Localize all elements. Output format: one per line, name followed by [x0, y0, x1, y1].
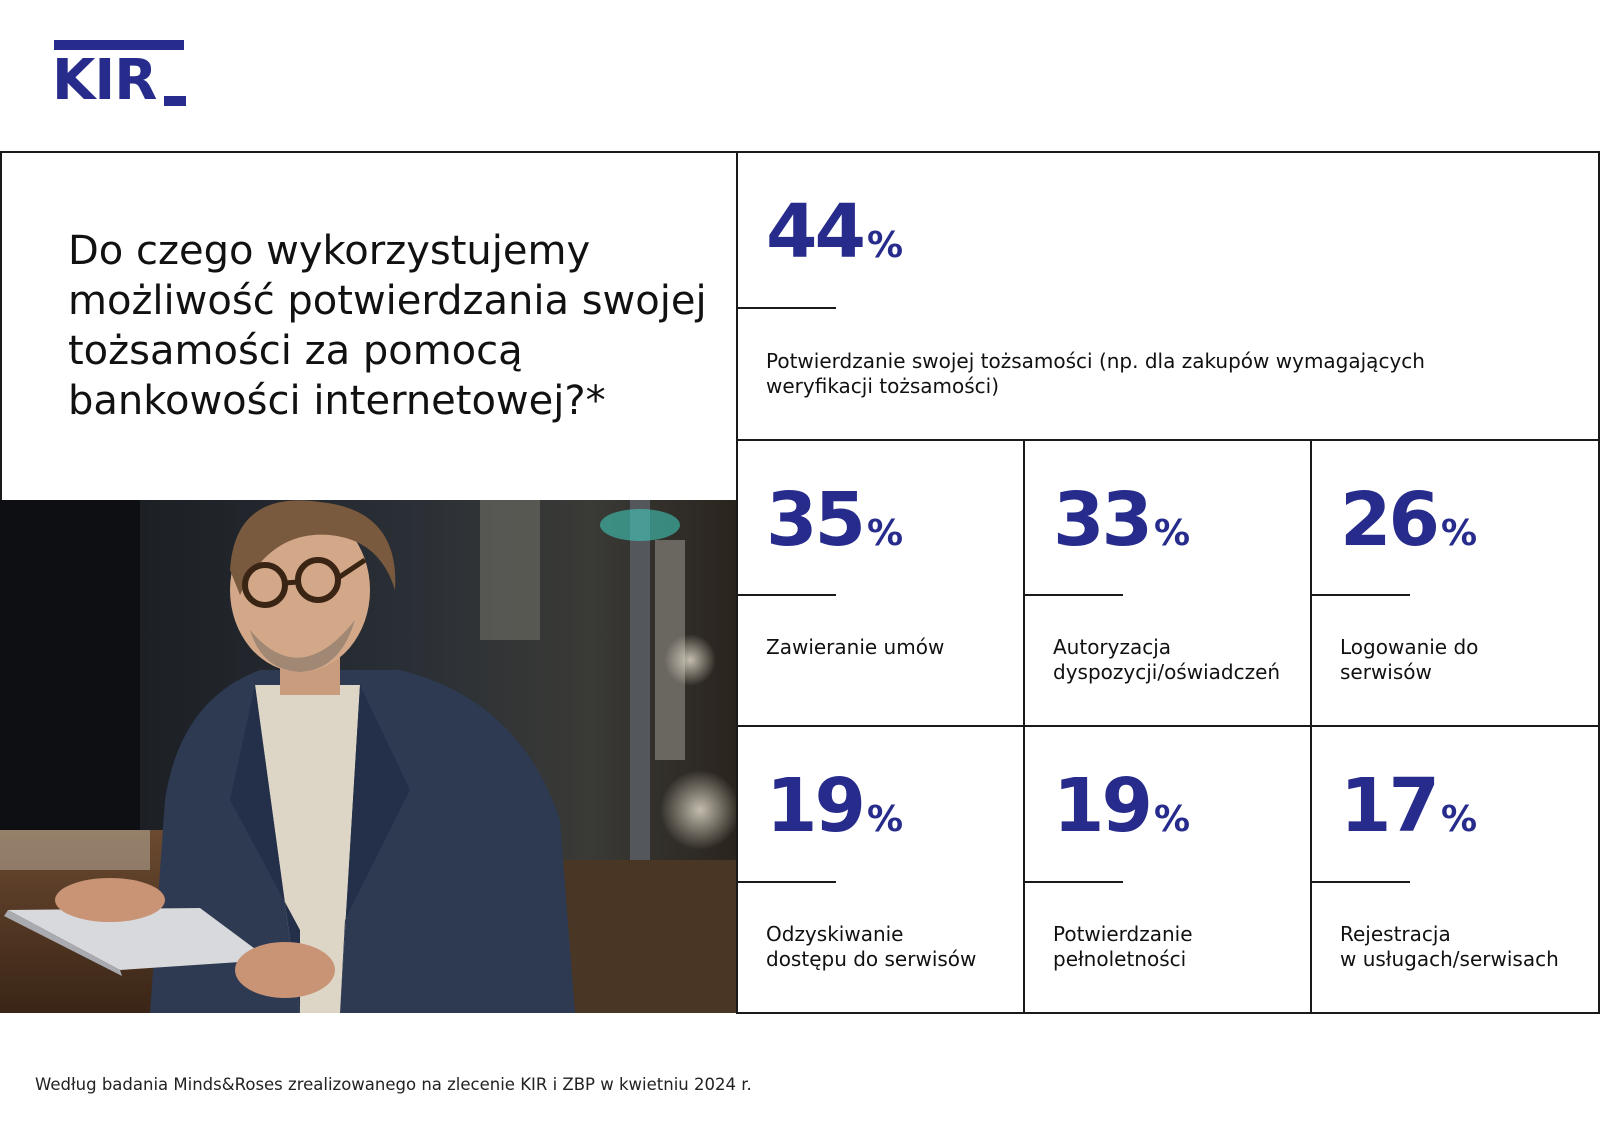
percent-sign: %: [1440, 513, 1478, 554]
stat-divider: [736, 881, 836, 883]
stat-number: 19: [1053, 763, 1153, 849]
stat-label-line: Zawieranie umów: [766, 635, 945, 659]
logo-underscore: [164, 96, 186, 106]
grid-col3-line: [1310, 439, 1312, 1014]
stat-value: 19%: [1053, 763, 1190, 849]
stat-label: Logowanie do serwisów: [1340, 635, 1478, 685]
stat-cell-registration: 17% Rejestracja w usługach/serwisach: [1310, 725, 1600, 1012]
stat-label-line: Potwierdzanie: [1053, 922, 1193, 946]
grid-row1-line: [736, 439, 1600, 441]
stat-label-line: Rejestracja: [1340, 922, 1451, 946]
stat-label: Odzyskiwanie dostępu do serwisów: [766, 922, 976, 972]
percent-sign: %: [1153, 513, 1191, 554]
grid-row2-line: [736, 725, 1600, 727]
photo-illustration: [0, 500, 736, 1013]
logo-top-bar: [54, 40, 184, 50]
stat-label-line: dostępu do serwisów: [766, 947, 977, 971]
stat-divider: [1023, 594, 1123, 596]
percent-sign: %: [866, 513, 904, 554]
stat-divider: [736, 594, 836, 596]
percent-sign: %: [1440, 799, 1478, 840]
stat-label: Zawieranie umów: [766, 635, 944, 660]
stat-label: Potwierdzanie swojej tożsamości (np. dla…: [766, 349, 1425, 399]
stat-divider: [736, 307, 836, 309]
percent-sign: %: [866, 799, 904, 840]
stat-number: 33: [1053, 477, 1153, 563]
stat-value: 19%: [766, 763, 903, 849]
stat-number: 19: [766, 763, 866, 849]
stat-label: Autoryzacja dyspozycji/oświadczeń: [1053, 635, 1280, 685]
stat-cell-access-recovery: 19% Odzyskiwanie dostępu do serwisów: [736, 725, 1023, 1012]
stat-value: 17%: [1340, 763, 1477, 849]
stat-label: Potwierdzanie pełnoletności: [1053, 922, 1193, 972]
stat-label-line: Autoryzacja: [1053, 635, 1172, 659]
stat-label-line: dyspozycji/oświadczeń: [1053, 660, 1281, 684]
kir-logo: KIR: [52, 40, 186, 113]
stat-divider: [1023, 881, 1123, 883]
stat-number: 35: [766, 477, 866, 563]
stat-number: 44: [766, 189, 866, 275]
question-heading: Do czego wykorzystujemy możliwość potwie…: [68, 228, 707, 424]
stat-label-line: w usługach/serwisach: [1340, 947, 1559, 971]
logo-text: KIR: [52, 48, 157, 113]
stat-value: 33%: [1053, 477, 1190, 563]
stat-label-line: weryfikacji tożsamości): [766, 374, 1000, 398]
stat-number: 26: [1340, 477, 1440, 563]
grid-bottom-line: [736, 1012, 1600, 1014]
stat-cell-login: 26% Logowanie do serwisów: [1310, 439, 1600, 725]
stat-divider: [1310, 881, 1410, 883]
stat-cell-contracts: 35% Zawieranie umów: [736, 439, 1023, 725]
grid-right-line: [1598, 151, 1600, 1014]
question-box-left-line: [0, 151, 2, 501]
stat-label-line: pełnoletności: [1053, 947, 1187, 971]
percent-sign: %: [1153, 799, 1191, 840]
stat-label-line: Odzyskiwanie: [766, 922, 904, 946]
stat-value: 44%: [766, 189, 903, 275]
grid-col2-line: [1023, 439, 1025, 1014]
stat-cell-age-verification: 19% Potwierdzanie pełnoletności: [1023, 725, 1310, 1012]
stat-value: 26%: [1340, 477, 1477, 563]
stat-cell-identity: 44% Potwierdzanie swojej tożsamości (np.…: [736, 151, 1600, 439]
man-with-tablet-photo: [0, 500, 736, 1013]
stat-label: Rejestracja w usługach/serwisach: [1340, 922, 1559, 972]
percent-sign: %: [866, 225, 904, 266]
stat-number: 17: [1340, 763, 1440, 849]
source-footnote: Według badania Minds&Roses zrealizowaneg…: [35, 1075, 752, 1094]
stat-label-line: Logowanie do: [1340, 635, 1479, 659]
stat-value: 35%: [766, 477, 903, 563]
stat-label-line: serwisów: [1340, 660, 1432, 684]
grid-top-line: [0, 151, 1600, 153]
grid-main-divider: [736, 151, 738, 1014]
stat-label-line: Potwierdzanie swojej tożsamości (np. dla…: [766, 349, 1425, 373]
stat-divider: [1310, 594, 1410, 596]
stat-cell-authorization: 33% Autoryzacja dyspozycji/oświadczeń: [1023, 439, 1310, 725]
